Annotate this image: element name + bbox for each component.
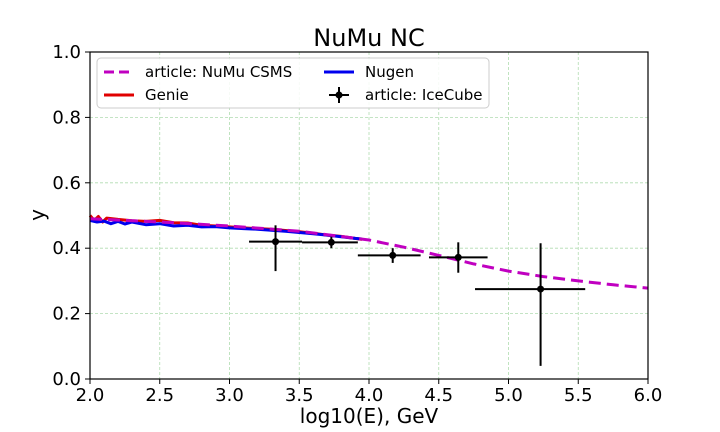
y-tick-label: 0.2	[52, 304, 81, 325]
legend-swatch-icecube	[329, 87, 349, 103]
legend-label-genie: Genie	[145, 86, 189, 104]
plot-area	[88, 214, 649, 366]
x-tick-label: 4.5	[424, 385, 453, 406]
axis-ticks: 2.0 2.5 3.0 3.5 4.0 4.5 5.0 5.5 6.0 0.0 0.2 0.4 0.6 0…	[52, 42, 662, 406]
legend-box	[96, 57, 490, 109]
x-tick-label: 3.0	[215, 385, 244, 406]
legend-label-csms: article: NuMu CSMS	[145, 63, 292, 81]
legend-label-nugen: Nugen	[365, 63, 414, 81]
chart-title: NuMu NC	[313, 24, 424, 52]
y-tick-label: 0.4	[52, 238, 81, 259]
y-tick-label: 0.6	[52, 173, 81, 194]
y-tick-label: 0.0	[52, 369, 81, 390]
legend: article: NuMu CSMS Genie Nugen article: …	[96, 57, 490, 109]
errorbar-point	[428, 242, 488, 273]
x-tick-label: 4.0	[355, 385, 384, 406]
x-tick-label: 5.5	[564, 385, 593, 406]
x-axis-label: log10(E), GeV	[300, 404, 439, 428]
errorbar-marker	[537, 285, 545, 293]
x-tick-label: 6.0	[634, 385, 663, 406]
series-line-csms	[89, 217, 649, 290]
x-tick-label: 2.5	[145, 385, 174, 406]
errorbar-marker	[327, 238, 335, 246]
x-tick-label: 2.0	[76, 385, 105, 406]
y-tick-label: 0.8	[52, 107, 81, 128]
x-tick-label: 5.0	[494, 385, 523, 406]
errorbar-point	[475, 243, 586, 366]
errorbar-point	[357, 248, 421, 263]
errorbar-marker	[389, 251, 397, 259]
y-tick-label: 1.0	[52, 42, 81, 63]
errorbar-point	[249, 225, 303, 272]
errorbar-marker	[272, 238, 280, 246]
errorbar-point	[302, 236, 358, 249]
x-tick-label: 3.5	[285, 385, 314, 406]
y-axis-label: y	[25, 209, 49, 221]
legend-label-icecube: article: IceCube	[365, 86, 483, 104]
errorbar-marker	[454, 253, 462, 261]
